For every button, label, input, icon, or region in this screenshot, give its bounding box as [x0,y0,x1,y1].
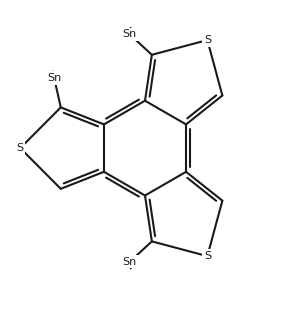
Text: S: S [204,35,211,45]
Text: S: S [17,143,24,153]
Text: Sn: Sn [47,73,61,83]
Text: Sn: Sn [123,29,137,39]
Text: S: S [204,251,211,261]
Text: Sn: Sn [123,257,137,267]
